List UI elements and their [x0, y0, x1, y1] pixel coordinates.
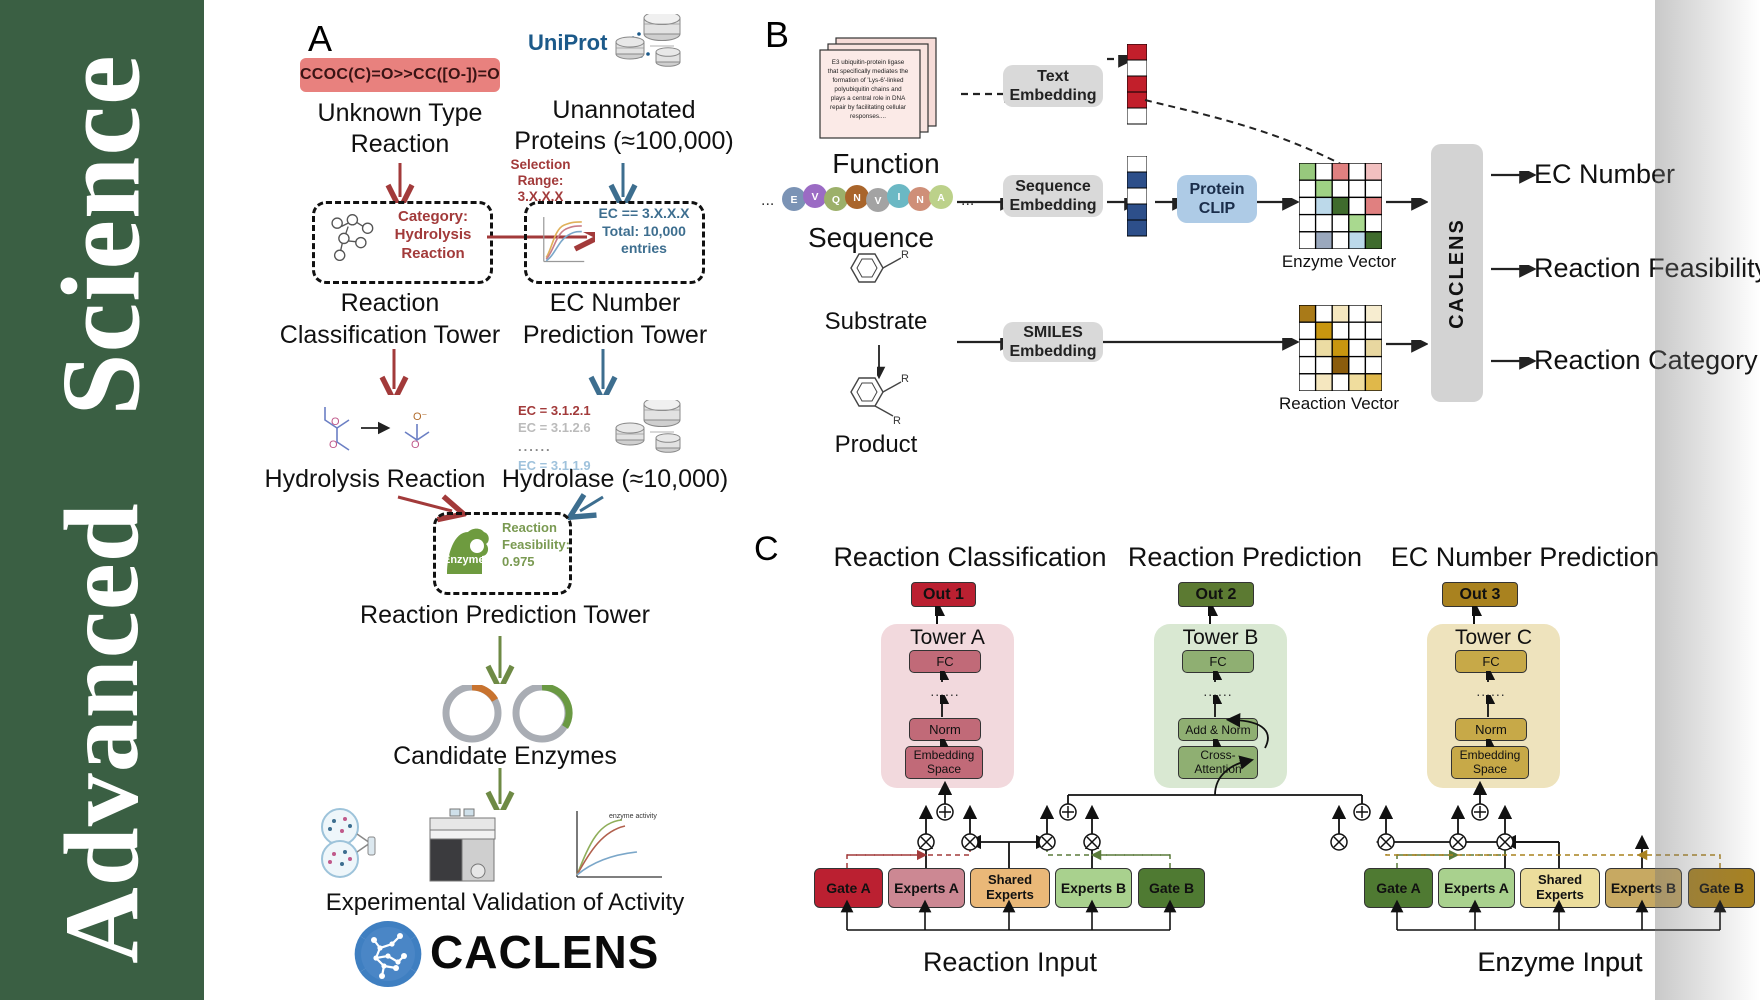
svg-text:N: N	[916, 194, 924, 206]
svg-text:E: E	[790, 194, 797, 206]
svg-text:O⁻: O⁻	[413, 411, 428, 423]
svg-text:responses....: responses....	[850, 113, 886, 120]
svg-text:O: O	[411, 439, 420, 451]
svg-text:plays a central role in DNA: plays a central role in DNA	[831, 95, 906, 102]
svg-text:formation of 'Lys-6'-linked: formation of 'Lys-6'-linked	[832, 77, 904, 84]
svg-text:N: N	[853, 192, 861, 204]
svg-text:enzyme activity: enzyme activity	[609, 813, 657, 820]
svg-text:E3 ubiquitin-protein ligase: E3 ubiquitin-protein ligase	[832, 59, 905, 66]
svg-text:R: R	[901, 250, 909, 261]
svg-text:A: A	[937, 192, 945, 204]
svg-text:R: R	[901, 374, 909, 385]
svg-text:...: ...	[761, 192, 774, 209]
svg-text:UniProt: UniProt	[528, 30, 608, 55]
svg-text:O: O	[329, 439, 338, 451]
svg-text:V: V	[811, 191, 818, 203]
svg-text:R: R	[893, 415, 901, 426]
svg-text:I: I	[898, 191, 901, 203]
svg-text:polyubiquitin chains and: polyubiquitin chains and	[834, 86, 902, 93]
svg-text:repair by facilitating cellula: repair by facilitating cellular	[830, 104, 906, 111]
svg-text:that specifically mediates the: that specifically mediates the	[828, 68, 909, 75]
svg-text:V: V	[874, 195, 881, 207]
svg-text:Q: Q	[832, 194, 840, 206]
svg-text:O: O	[331, 416, 340, 428]
